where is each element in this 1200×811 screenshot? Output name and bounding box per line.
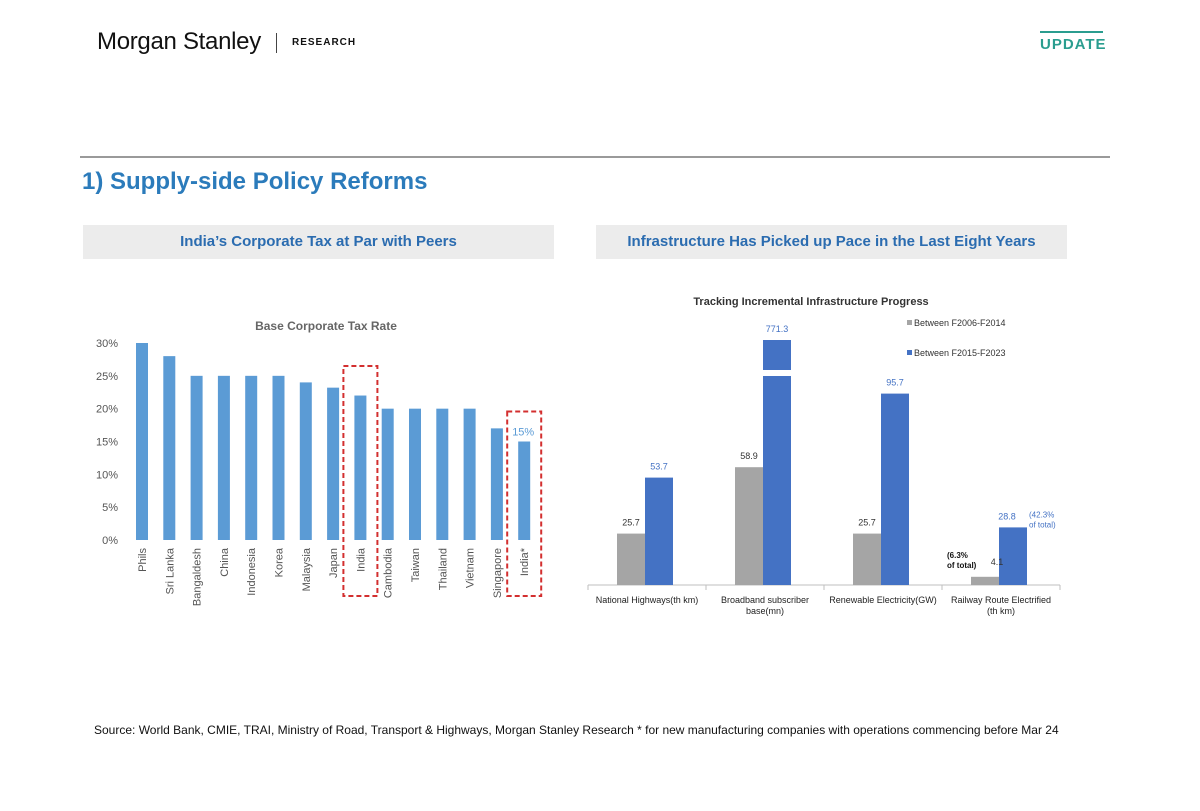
x-tick-label: Bangaldesh [192,548,204,606]
y-tick-label: 30% [96,338,118,350]
data-label: 58.9 [740,451,758,461]
bar-korea [272,375,285,540]
y-tick-label: 15% [96,437,118,449]
bar-railway-route-electrified-th-km-f2006-f2014 [971,576,999,585]
data-label: 771.3 [766,324,789,334]
bar-india [518,441,531,540]
legend-swatch [907,320,912,325]
x-category-label: base(mn) [746,606,784,616]
section-divider [80,156,1110,158]
bar-china [217,375,230,540]
legend-label: Between F2006-F2014 [914,318,1006,328]
data-label: 53.7 [650,462,668,472]
x-tick-label: Taiwan [410,548,422,582]
update-label: UPDATE [1040,36,1107,53]
x-tick-label: Indonesia [246,547,258,596]
chart-title: Tracking Incremental Infrastructure Prog… [693,296,928,308]
bar-broadband-subscriber-base-mn-f2006-f2014 [735,467,763,585]
bar-broadband-subscriber-base-mn-f2015-f2023 [763,340,791,585]
x-tick-label: Phils [137,548,149,572]
y-tick-label: 10% [96,469,118,481]
y-tick-label: 20% [96,404,118,416]
railway-blue-share-annotation: (42.3% of total) [1029,510,1056,529]
x-tick-label: India [355,547,367,572]
data-label: 4.1 [991,557,1004,567]
bar-japan [327,387,340,540]
data-label: 95.7 [886,378,904,388]
x-tick-label: Malaysia [301,547,313,591]
bar-indonesia [245,375,258,540]
data-label: 25.7 [858,518,876,528]
bar-railway-route-electrified-th-km-f2015-f2023 [999,527,1027,585]
bar-taiwan [409,408,421,540]
bar-renewable-electricity-gw-f2006-f2014 [853,533,881,585]
y-tick-label: 25% [96,371,118,383]
highlight-box-india [506,410,543,597]
y-tick-label: 0% [102,535,118,547]
update-accent-bar [1040,31,1103,33]
bar-phils [136,343,148,540]
data-label: 28.8 [998,511,1016,521]
bar-cambodia [381,408,394,540]
section-title: 1) Supply-side Policy Reforms [82,168,428,195]
x-tick-label: India* [519,547,531,576]
source-note: Source: World Bank, CMIE, TRAI, Ministry… [94,723,1059,737]
legend-label: Between F2015-F2023 [914,348,1006,358]
x-category-label: Railway Route Electrified [951,595,1051,605]
x-tick-label: China [219,547,231,577]
legend-swatch [907,350,912,355]
y-tick-label: 5% [102,502,118,514]
highlight-box-india [342,365,379,597]
x-tick-label: Sri Lanka [164,547,176,594]
data-label: 25.7 [622,518,640,528]
bar-singapore [490,428,503,540]
bar-renewable-electricity-gw-f2015-f2023 [881,393,909,585]
brand-logo: Morgan Stanley [97,28,261,55]
x-category-label: Broadband subscriber [721,595,809,605]
bar-national-highways-th-km-f2015-f2023 [645,477,673,585]
x-tick-label: Japan [328,548,340,578]
railway-grey-share-annotation: (6.3% of total) [947,551,977,570]
bar-india [354,395,367,540]
bar-malaysia [299,382,312,540]
bar-sri-lanka [163,356,176,540]
india-star-annotation: 15% [512,427,534,439]
right-panel-title: Infrastructure Has Picked up Pace in the… [596,225,1067,259]
x-tick-label: Korea [274,547,286,577]
brand-separator [276,33,277,53]
infrastructure-chart: Tracking Incremental Infrastructure Prog… [587,296,1061,616]
bar-thailand [436,408,449,540]
x-category-label: (th km) [987,606,1015,616]
left-panel-title: India’s Corporate Tax at Par with Peers [83,225,554,259]
x-category-label: National Highways(th km) [596,595,699,605]
bar-national-highways-th-km-f2006-f2014 [617,533,645,585]
corporate-tax-chart: Base Corporate Tax Rate 0% 5% 10% 15% 20% 25%… [96,319,543,606]
axis-break-mark [761,370,793,376]
bar-vietnam [463,408,476,540]
x-tick-label: Singapore [492,548,504,598]
x-category-label: Renewable Electricity(GW) [829,595,937,605]
x-tick-label: Thailand [437,548,449,590]
brand-subtitle: RESEARCH [292,37,357,48]
x-tick-label: Vietnam [465,548,477,588]
x-tick-label: Cambodia [383,547,395,598]
chart-title: Base Corporate Tax Rate [255,319,397,333]
bar-bangaldesh [190,375,203,540]
